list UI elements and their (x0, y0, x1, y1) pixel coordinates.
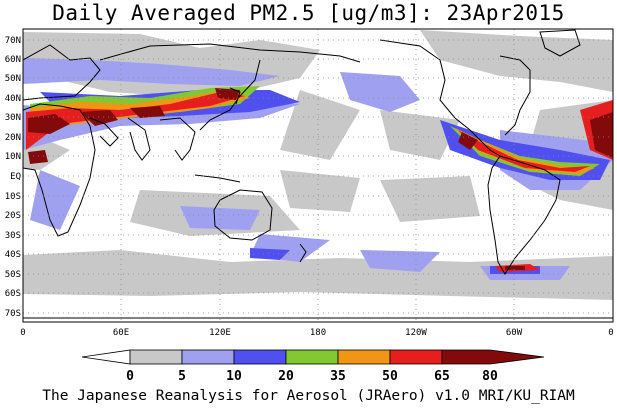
lat-label: 50N (5, 74, 21, 84)
colorbar-swatch (441, 349, 545, 365)
lon-label: 0 (20, 328, 25, 338)
colorbar-swatch (233, 349, 287, 365)
colorbar-tick-label: 0 (126, 369, 134, 384)
lat-label: EQ (10, 172, 21, 182)
lat-label: 40S (5, 250, 21, 260)
latitude-labels: 70N 60N 50N 40N 30N 20N 10N EQ 10S 20S 3… (5, 36, 21, 319)
colorbar-tick-label: 35 (330, 369, 346, 384)
gridlines (23, 29, 613, 322)
lon-label: 0 (608, 328, 613, 338)
attribution-footer: The Japanese Reanalysis for Aerosol (JRA… (42, 388, 575, 404)
lon-label: 60W (506, 328, 523, 338)
lat-label: 40N (5, 94, 21, 104)
colorbar-tick-label: 80 (482, 369, 498, 384)
colorbar-swatch (81, 349, 131, 365)
lat-label: 20N (5, 133, 21, 143)
lon-label: 120W (405, 328, 427, 338)
lon-label: 120E (209, 328, 231, 338)
lat-label: 30N (5, 113, 21, 123)
lon-label: 180 (310, 328, 326, 338)
pm25-concentration-field (23, 29, 613, 319)
coastlines (23, 29, 613, 319)
colorbar-swatch (389, 349, 443, 365)
lon-label: 60E (113, 328, 129, 338)
colorbar-swatch (129, 349, 183, 365)
map-frame (22, 28, 614, 323)
colorbar-ticks: 0 5 10 20 35 50 65 80 (126, 369, 498, 384)
lat-label: 60S (5, 289, 21, 299)
colorbar-tick-label: 20 (278, 369, 294, 384)
field-darkred (28, 88, 613, 270)
colorbar-swatch (337, 349, 391, 365)
lat-label: 30S (5, 231, 21, 241)
lat-label: 60N (5, 55, 21, 65)
colorbar-tick-label: 65 (434, 369, 450, 384)
lat-label: 20S (5, 211, 21, 221)
lat-label: 10S (5, 192, 21, 202)
longitude-labels: 0 60E 120E 180 120W 60W 0 (20, 328, 613, 338)
colorbar-tick-label: 10 (226, 369, 242, 384)
colorbar-swatch (285, 349, 339, 365)
colorbar-tick-label: 50 (382, 369, 398, 384)
colorbar (81, 349, 545, 365)
lat-label: 70N (5, 36, 21, 46)
lat-label: 10N (5, 152, 21, 162)
lat-label: 50S (5, 270, 21, 280)
map-title: Daily Averaged PM2.5 [ug/m3]: 23Apr2015 (52, 1, 565, 25)
colorbar-tick-label: 5 (178, 369, 186, 384)
lat-label: 70S (5, 309, 21, 319)
colorbar-swatch (181, 349, 235, 365)
